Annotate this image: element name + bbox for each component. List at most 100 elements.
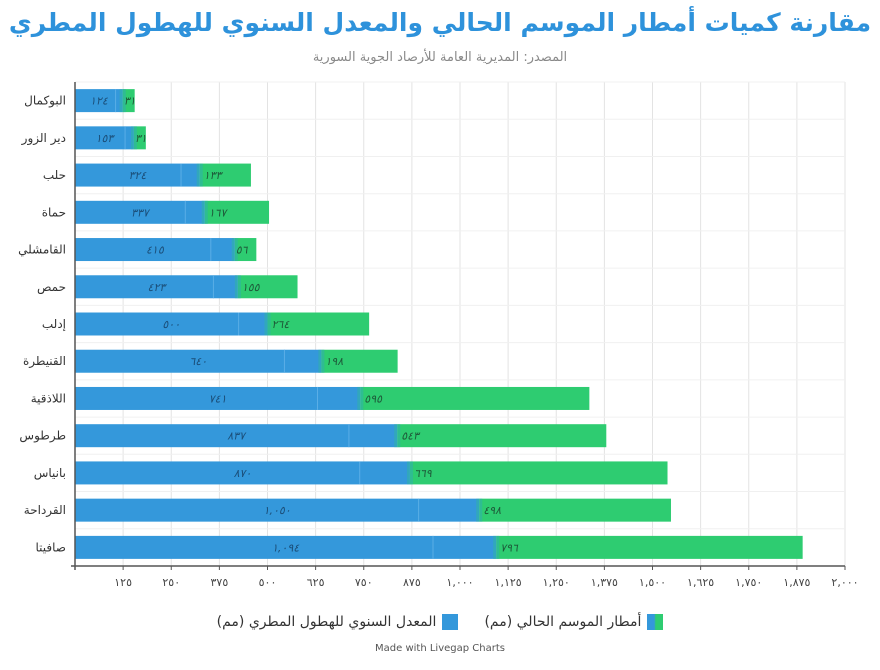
bar-current-10 — [409, 461, 668, 485]
legend-swatch-average — [442, 614, 459, 630]
category-label-12: صافيتا — [36, 540, 66, 554]
x-tick-label-15: ٢,٠٠٠ — [831, 576, 858, 589]
category-label-6: إدلب — [42, 317, 66, 331]
category-label-0: البوكمال — [24, 94, 66, 109]
category-label-2: حلب — [43, 168, 66, 182]
data-label-average-9: ٨٣٧ — [227, 430, 247, 443]
x-tick-label-6: ٨٧٥ — [403, 576, 421, 589]
bar-average-12 — [75, 535, 497, 559]
x-tick-label-1: ٢٥٠ — [162, 576, 180, 589]
data-label-current-1: ٣١ — [135, 132, 147, 145]
bar-average-5 — [75, 275, 238, 299]
bar-transition-10 — [406, 461, 413, 485]
x-tick-label-5: ٧٥٠ — [355, 576, 373, 589]
bar-current-7 — [321, 349, 398, 373]
x-tick-label-2: ٣٧٥ — [211, 576, 229, 589]
chart-title: مقارنة كميات أمطار الموسم الحالي والمعدل… — [8, 8, 872, 37]
bar-average-8 — [75, 386, 361, 410]
bar-transition-5 — [234, 275, 241, 299]
data-label-average-1: ١٥٣ — [96, 132, 116, 145]
legend-label-current: أمطار الموسم الحالي (مم) — [484, 614, 642, 630]
bar-current-3 — [204, 200, 270, 224]
data-label-average-10: ٨٧٠ — [234, 467, 252, 480]
bar-current-1 — [133, 126, 146, 150]
bar-transition-2 — [196, 163, 203, 187]
bar-average-10 — [75, 461, 410, 485]
bar-average-6 — [75, 312, 268, 336]
bar-transition-8 — [357, 386, 364, 410]
x-tick-label-0: ١٢٥ — [114, 576, 132, 589]
bar-average-1 — [75, 126, 134, 150]
data-label-current-10: ٦٦٩ — [414, 467, 432, 480]
bar-current-2 — [199, 163, 251, 187]
data-label-current-0: ٣١ — [124, 95, 136, 108]
bar-average-0 — [75, 89, 123, 113]
x-tick-label-7: ١,٠٠٠ — [446, 576, 473, 589]
bar-transition-4 — [231, 238, 238, 262]
data-label-average-11: ١,٠٥٠ — [264, 504, 291, 517]
data-label-average-8: ٧٤١ — [209, 392, 227, 405]
bar-transition-7 — [318, 349, 325, 373]
bar-current-9 — [397, 424, 607, 448]
category-label-8: اللاذقية — [31, 391, 66, 405]
data-label-current-9: ٥٤٣ — [401, 430, 421, 443]
data-label-current-3: ١٦٧ — [209, 206, 229, 219]
bar-average-2 — [75, 163, 200, 187]
bar-average-11 — [75, 498, 480, 522]
data-label-current-4: ٥٦ — [236, 244, 249, 257]
x-tick-label-3: ٥٠٠ — [259, 576, 277, 589]
data-label-average-12: ١,٠٩٤ — [272, 541, 300, 554]
category-label-3: حماة — [42, 205, 66, 219]
legend-item-average[interactable]: المعدل السنوي للهطول المطري (مم) — [217, 614, 459, 630]
bar-transition-6 — [264, 312, 271, 336]
data-label-average-2: ٣٢٤ — [129, 169, 148, 182]
x-tick-label-14: ١,٨٧٥ — [783, 576, 810, 589]
data-label-current-7: ١٩٨ — [325, 355, 343, 368]
bar-current-5 — [237, 275, 298, 299]
bar-current-8 — [360, 386, 590, 410]
bar-transition-12 — [493, 535, 500, 559]
chart-subtitle: المصدر: المديرية العامة للأرصاد الجوية ا… — [312, 50, 568, 65]
category-label-10: بانياس — [34, 466, 66, 481]
category-label-9: طرطوس — [19, 429, 66, 444]
legend-label-average: المعدل السنوي للهطول المطري (مم) — [216, 614, 437, 630]
x-tick-label-4: ٦٢٥ — [307, 576, 325, 589]
data-label-average-7: ٦٤٠ — [189, 355, 207, 368]
bar-current-6 — [267, 312, 370, 336]
data-label-average-5: ٤٢٣ — [148, 281, 168, 294]
legend-swatch-current — [647, 614, 664, 630]
data-label-current-2: ١٣٣ — [204, 169, 224, 182]
data-label-current-5: ١٥٥ — [242, 281, 261, 294]
bar-average-7 — [75, 349, 322, 373]
bar-average-3 — [75, 200, 205, 224]
data-label-average-6: ٥٠٠ — [162, 318, 180, 331]
legend-item-current[interactable]: أمطار الموسم الحالي (مم) — [484, 614, 664, 630]
credit: Made with Livegap Charts — [375, 643, 505, 654]
category-label-11: القرداحة — [24, 503, 66, 518]
x-tick-label-13: ١,٧٥٠ — [735, 576, 762, 589]
category-label-4: القامشلي — [18, 243, 66, 257]
data-label-current-12: ٧٩٦ — [500, 541, 519, 554]
bar-transition-3 — [201, 200, 208, 224]
category-label-7: القنيطرة — [23, 354, 66, 369]
data-label-average-4: ٤١٥ — [146, 244, 165, 257]
data-label-current-6: ٢٦٤ — [272, 318, 291, 331]
x-tick-label-10: ١,٣٧٥ — [591, 576, 618, 589]
category-label-1: دير الزور — [21, 131, 66, 146]
bar-chart: ١٢٤ ٣١ البوكمال ١٥٣ ٣١ دير الزور ٣٢٤ ١٣٣ حلب ٣٣٧ ١… — [18, 81, 859, 589]
category-label-5: حمص — [37, 280, 66, 295]
bar-average-4 — [75, 238, 235, 262]
legend: أمطار الموسم الحالي (مم) المعدل السنوي ل… — [0, 614, 880, 630]
bar-current-0 — [122, 89, 135, 113]
data-label-average-0: ١٢٤ — [90, 95, 109, 108]
bar-current-4 — [234, 238, 257, 262]
bar-current-12 — [496, 535, 803, 559]
x-tick-label-12: ١,٦٢٥ — [687, 576, 714, 589]
data-label-average-3: ٣٣٧ — [131, 206, 151, 219]
data-label-current-8: ٥٩٥ — [364, 392, 383, 405]
x-tick-label-9: ١,٢٥٠ — [543, 576, 570, 589]
bar-transition-1 — [130, 126, 137, 150]
bar-current-11 — [479, 498, 671, 522]
data-label-current-11: ٤٩٨ — [483, 504, 501, 517]
bar-transition-0 — [119, 89, 126, 113]
